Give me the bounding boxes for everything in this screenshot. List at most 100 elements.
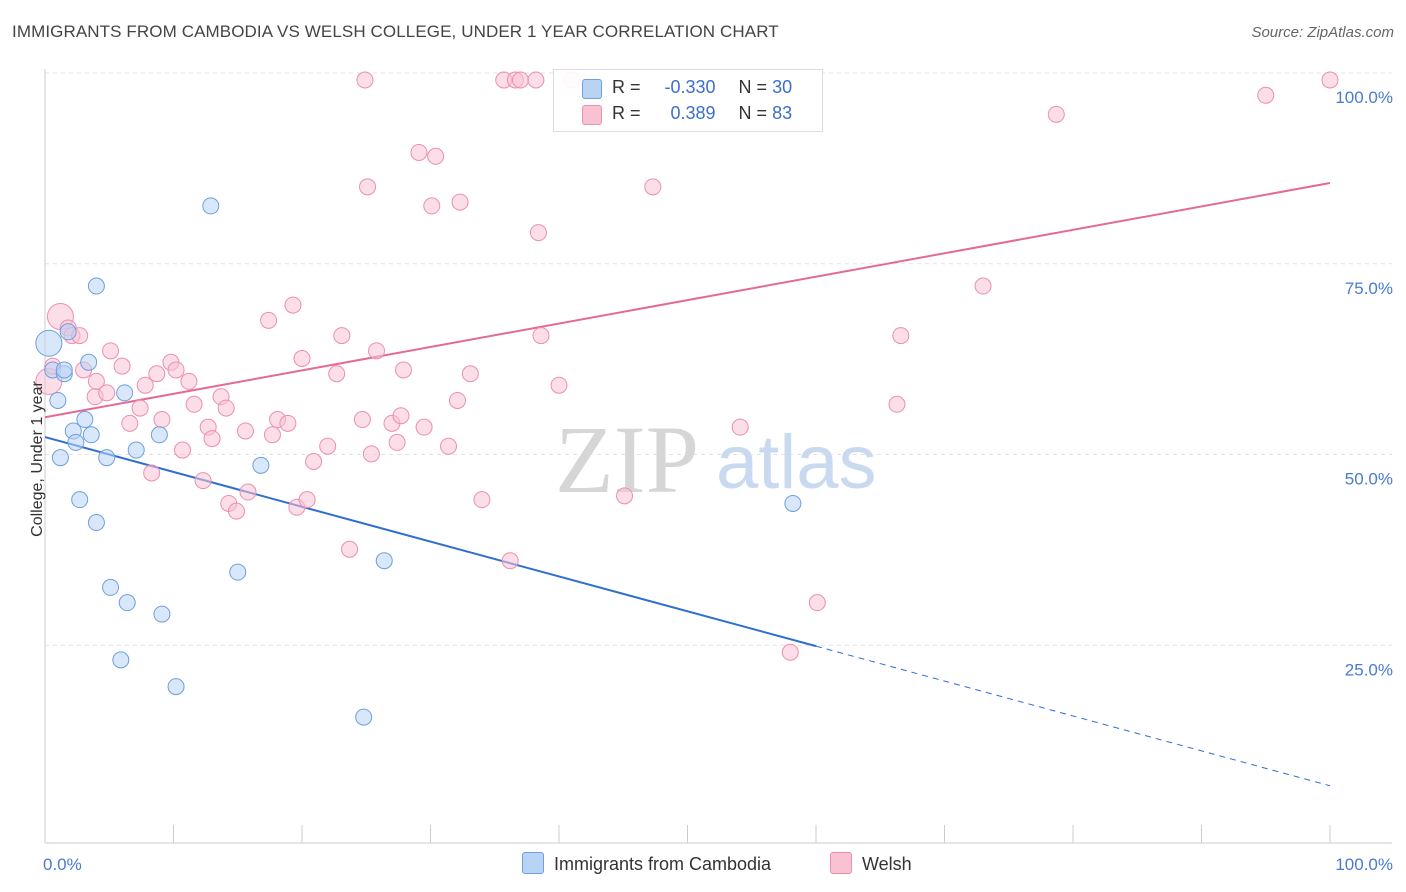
point-welsh bbox=[415, 418, 433, 436]
point-welsh bbox=[448, 391, 466, 409]
point-cambodia bbox=[112, 651, 130, 669]
point-welsh bbox=[227, 502, 245, 520]
x-tick-label: 0.0% bbox=[43, 855, 82, 874]
point-cambodia bbox=[49, 391, 67, 409]
point-cambodia bbox=[355, 708, 373, 726]
point-welsh bbox=[1047, 105, 1065, 123]
point-cambodia bbox=[51, 449, 69, 467]
bottom-legend-blue: Immigrants from Cambodia bbox=[522, 852, 771, 875]
y-axis-label: College, Under 1 year bbox=[29, 381, 46, 537]
point-welsh bbox=[173, 441, 191, 459]
point-welsh bbox=[356, 71, 374, 89]
point-welsh bbox=[550, 376, 568, 394]
point-welsh bbox=[203, 430, 221, 448]
point-welsh bbox=[427, 147, 445, 165]
legend-pink-r-label: R = bbox=[612, 103, 641, 123]
grid-lines bbox=[45, 72, 1392, 646]
point-welsh bbox=[461, 365, 479, 383]
y-tick-label: 75.0% bbox=[1345, 279, 1393, 298]
point-cambodia bbox=[71, 491, 89, 509]
point-welsh bbox=[121, 414, 139, 432]
point-welsh bbox=[781, 643, 799, 661]
point-welsh bbox=[279, 414, 297, 432]
trend-line-cambodia bbox=[44, 436, 817, 648]
point-welsh bbox=[473, 491, 491, 509]
point-cambodia bbox=[202, 197, 220, 215]
legend-blue-n-label: N = bbox=[738, 77, 768, 97]
trend-line-cambodia-extension bbox=[815, 645, 1331, 787]
point-welsh bbox=[1257, 86, 1275, 104]
point-cambodia bbox=[59, 323, 77, 341]
legend-swatch-blue bbox=[582, 79, 602, 99]
point-welsh bbox=[194, 472, 212, 490]
point-welsh bbox=[217, 399, 235, 417]
point-cambodia bbox=[80, 353, 98, 371]
point-welsh bbox=[888, 395, 906, 413]
point-welsh bbox=[87, 372, 105, 390]
point-cambodia bbox=[102, 578, 120, 596]
point-welsh bbox=[319, 437, 337, 455]
point-welsh bbox=[532, 327, 550, 345]
point-welsh bbox=[239, 483, 257, 501]
legend-blue-n-value: 30 bbox=[772, 77, 793, 97]
point-welsh bbox=[131, 399, 149, 417]
legend-swatch-pink bbox=[582, 105, 602, 125]
point-cambodia bbox=[67, 433, 85, 451]
legend-row-blue: R = -0.330 N = 30 bbox=[612, 77, 792, 98]
point-welsh bbox=[260, 311, 278, 329]
point-welsh bbox=[529, 224, 547, 242]
x-tick-label: 100.0% bbox=[1335, 855, 1393, 874]
stats-legend: R = -0.330 N = 30 R = 0.389 N = 83 bbox=[553, 69, 823, 132]
point-welsh bbox=[423, 197, 441, 215]
point-welsh bbox=[410, 143, 428, 161]
point-welsh bbox=[284, 296, 302, 314]
point-cambodia bbox=[76, 411, 94, 429]
point-welsh bbox=[180, 372, 198, 390]
point-cambodia bbox=[127, 441, 145, 459]
point-welsh bbox=[808, 594, 826, 612]
point-welsh bbox=[644, 178, 662, 196]
point-cambodia bbox=[150, 426, 168, 444]
point-welsh bbox=[136, 376, 154, 394]
point-welsh bbox=[359, 178, 377, 196]
data-points bbox=[35, 71, 1339, 726]
point-welsh bbox=[731, 418, 749, 436]
point-welsh bbox=[167, 361, 185, 379]
legend-pink-n-label: N = bbox=[738, 103, 768, 123]
point-welsh bbox=[439, 437, 457, 455]
trend-lines bbox=[44, 182, 1331, 787]
point-welsh bbox=[616, 487, 634, 505]
point-welsh bbox=[353, 411, 371, 429]
point-welsh bbox=[395, 361, 413, 379]
point-welsh bbox=[362, 445, 380, 463]
trend-line-welsh bbox=[44, 182, 1331, 419]
point-cambodia bbox=[167, 678, 185, 696]
source-label: Source: ZipAtlas.com bbox=[1251, 24, 1394, 41]
legend-pink-r-value: 0.389 bbox=[670, 103, 716, 123]
point-welsh bbox=[263, 426, 281, 444]
bottom-legend-pink-swatch bbox=[830, 852, 852, 874]
point-welsh bbox=[98, 384, 116, 402]
point-cambodia bbox=[252, 456, 270, 474]
point-cambodia bbox=[82, 426, 100, 444]
point-welsh bbox=[892, 327, 910, 345]
point-welsh bbox=[368, 342, 386, 360]
legend-row-pink: R = 0.389 N = 83 bbox=[612, 103, 792, 124]
point-welsh bbox=[333, 327, 351, 345]
point-cambodia bbox=[35, 329, 63, 357]
point-welsh bbox=[305, 453, 323, 470]
point-welsh bbox=[148, 365, 166, 383]
point-welsh bbox=[392, 407, 410, 425]
point-welsh bbox=[1321, 71, 1339, 89]
axes bbox=[44, 69, 1392, 844]
point-welsh bbox=[143, 464, 161, 482]
y-tick-label: 25.0% bbox=[1345, 660, 1393, 679]
y-tick-label: 100.0% bbox=[1335, 88, 1393, 107]
point-welsh bbox=[974, 277, 992, 295]
point-welsh bbox=[298, 491, 316, 509]
point-welsh bbox=[328, 365, 346, 383]
point-cambodia bbox=[55, 361, 73, 379]
point-welsh bbox=[153, 411, 171, 429]
point-cambodia bbox=[116, 384, 134, 402]
